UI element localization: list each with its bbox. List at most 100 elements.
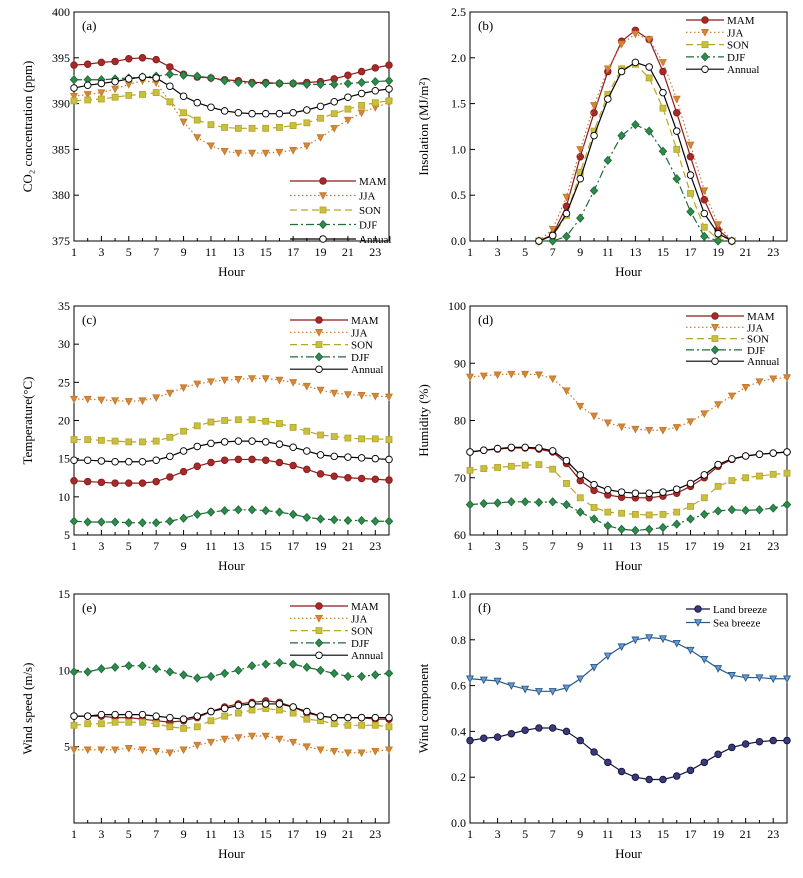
panel-c-xtick-label: 23 xyxy=(369,539,381,553)
panel-c-data-point xyxy=(166,473,174,481)
panel-c-data-point xyxy=(371,392,380,401)
panel-f-ytick-label: 0.2 xyxy=(451,770,466,784)
panel-b-legend-label: MAM xyxy=(727,15,755,27)
panel-c-legend-item: MAM xyxy=(290,315,379,327)
panel-f-data-point xyxy=(562,684,571,693)
panel-d-series-line xyxy=(469,501,788,532)
panel-a-xtick-label: 5 xyxy=(126,245,132,259)
panel-b-data-point xyxy=(714,221,723,229)
panel-b-data-point xyxy=(603,65,612,74)
panel-c-ytick-label: 5 xyxy=(64,528,70,542)
panel-e-ytick-label: 5 xyxy=(64,740,70,754)
panel-d-data-point xyxy=(548,447,557,455)
panel-d-data-point xyxy=(783,448,791,456)
panel-c-legend-marker xyxy=(315,365,323,373)
panel-c-data-point xyxy=(97,436,105,444)
panel-f-data-point xyxy=(493,733,502,741)
panel-a-data-point xyxy=(371,64,380,72)
panel-f-ylabel: Wind component xyxy=(416,663,431,753)
panel-e-data-point xyxy=(152,720,160,728)
panel-d-data-point xyxy=(686,418,695,427)
panel-f-series-line xyxy=(469,636,787,692)
panel-a-data-point xyxy=(179,118,188,127)
panel-b-frame xyxy=(469,11,788,242)
panel-e-data-point xyxy=(152,712,160,720)
panel-c-data-point xyxy=(206,507,216,517)
panel-a-legend-item: Annual xyxy=(290,234,391,246)
panel-a-data-point xyxy=(220,76,229,86)
panel-b-series-djf xyxy=(534,120,737,246)
panel-e-data-point xyxy=(207,717,215,725)
panel-c-data-point xyxy=(138,479,147,487)
panel-a-xtick-label: 3 xyxy=(98,245,104,259)
panel-b-legend-marker xyxy=(701,41,709,49)
panel-f-data-point xyxy=(645,775,653,784)
panel-e-letter: (e) xyxy=(82,600,96,615)
panel-c-legend-label: MAM xyxy=(351,315,379,327)
panel-c-data-point xyxy=(69,516,79,526)
panel-e-data-point xyxy=(138,746,147,755)
panel-b-data-point xyxy=(645,36,654,44)
panel-d-series-line xyxy=(469,447,788,499)
panel-f-ytick-label: 0.0 xyxy=(451,816,466,830)
panel-e-data-point xyxy=(275,735,284,744)
panel-e-data-point xyxy=(288,659,298,669)
panel-e-data-point xyxy=(193,741,202,750)
panel-d-data-point xyxy=(700,494,708,502)
panel-d-ytick-label: 70 xyxy=(454,471,466,485)
panel-b-legend-item: Annual xyxy=(686,64,759,76)
panel-c-ytick-label: 25 xyxy=(58,375,70,389)
panel-b-ytick-label: 2.5 xyxy=(451,5,466,19)
panel-f-data-point xyxy=(755,674,764,683)
panel-f-ytick-label: 0.8 xyxy=(451,633,466,647)
panel-c-data-point xyxy=(193,442,202,451)
panel-c-data-point xyxy=(316,470,325,478)
panel-a-data-point xyxy=(97,95,105,103)
panel-b-xtick-label: 15 xyxy=(657,245,669,259)
panel-f-letter: (f) xyxy=(478,600,491,615)
panel-a-data-point xyxy=(344,71,352,79)
panel-c-frame xyxy=(73,305,390,536)
panel-c-data-point xyxy=(302,382,311,391)
panel-c-data-point xyxy=(261,505,270,516)
panel-a-data-point xyxy=(139,91,146,98)
panel-c-data-point xyxy=(261,438,270,446)
panel-d-data-point xyxy=(603,521,613,531)
panel-f-data-point xyxy=(576,736,585,745)
panel-e-data-point xyxy=(371,670,380,680)
panel-c-data-point xyxy=(151,518,161,528)
panel-b-data-point xyxy=(658,146,668,156)
panel-a-data-point xyxy=(330,125,339,133)
panel-e-data-point xyxy=(70,712,78,720)
panel-a-series-mam xyxy=(70,54,393,88)
panel-a-data-point xyxy=(206,73,216,83)
panel-a-data-point xyxy=(303,119,311,127)
panel-d-legend-label: JJA xyxy=(747,322,764,334)
panel-a-ytick-label: 375 xyxy=(52,234,70,248)
panel-b-data-point xyxy=(617,40,626,49)
panel-d-data-point xyxy=(589,514,599,524)
panel-d-data-point xyxy=(617,488,626,496)
panel-a-data-point xyxy=(125,91,133,99)
panel-d-xtick-label: 23 xyxy=(767,539,779,553)
panel-d-ytick-label: 60 xyxy=(454,528,466,542)
panel-d-data-point xyxy=(479,498,489,509)
panel-d-data-point xyxy=(535,444,543,452)
panel-c-data-point xyxy=(261,456,270,464)
panel-c-data-point xyxy=(166,452,174,461)
panel-c-data-point xyxy=(317,431,324,439)
panel-d-ylabel: Humidity (%) xyxy=(416,384,431,457)
panel-a-xtick-label: 21 xyxy=(342,245,354,259)
panel-c-data-point xyxy=(97,517,106,527)
panel-c-data-point xyxy=(152,456,160,464)
panel-d-data-point xyxy=(756,472,763,480)
panel-b-data-point xyxy=(535,237,543,245)
panel-a-ylabel: CO₂ concentration (ppm) xyxy=(20,61,35,193)
panel-c-data-point xyxy=(330,472,338,480)
panel-f-ytick-label: 1.0 xyxy=(451,587,466,601)
panel-e-data-point xyxy=(234,701,243,710)
panel-e-data-point xyxy=(193,723,201,731)
panel-a-data-point xyxy=(316,79,325,89)
panel-e-legend-label: SON xyxy=(351,626,373,638)
panel-a-data-point xyxy=(97,79,106,88)
